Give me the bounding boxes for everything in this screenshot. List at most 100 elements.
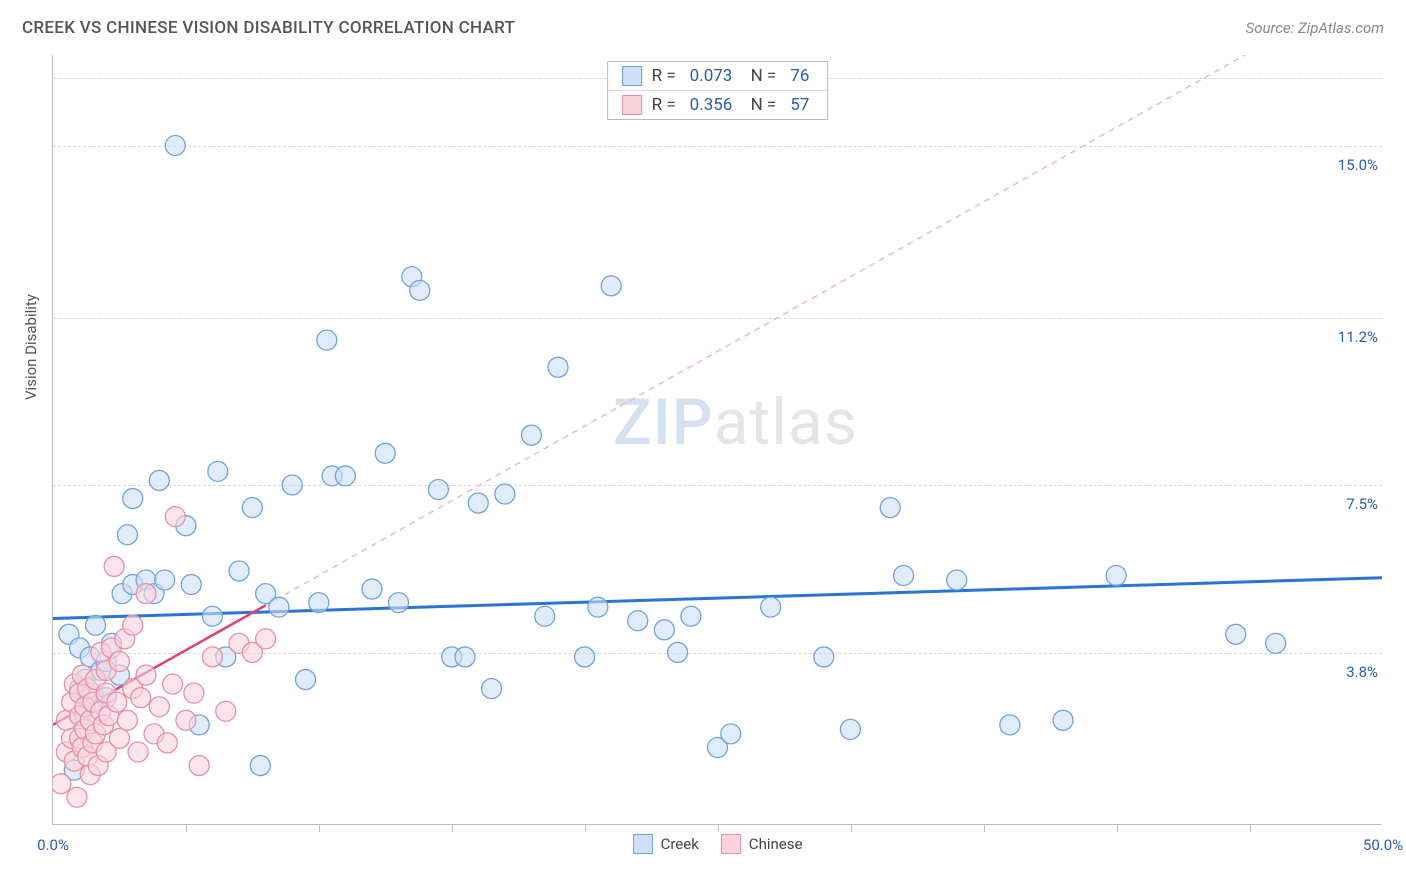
data-point — [495, 484, 515, 504]
data-point — [375, 443, 395, 463]
data-point — [250, 756, 270, 776]
data-point — [208, 461, 228, 481]
data-point — [761, 597, 781, 617]
data-point — [1106, 565, 1126, 585]
data-point — [242, 498, 262, 518]
data-point — [296, 670, 316, 690]
data-point — [109, 728, 129, 748]
data-point — [163, 674, 183, 694]
data-point — [1266, 633, 1286, 653]
data-point — [894, 565, 914, 585]
data-point — [428, 479, 448, 499]
data-point — [104, 556, 124, 576]
correlation-row-chinese: R = 0.356 N = 57 — [608, 90, 828, 119]
swatch-icon — [622, 66, 642, 86]
data-point — [67, 787, 87, 807]
r-value-creek: 0.073 — [686, 66, 737, 86]
data-point — [814, 647, 834, 667]
x-tick-label: 0.0% — [37, 836, 69, 854]
x-tick — [452, 824, 453, 832]
x-tick — [851, 824, 852, 832]
data-point — [601, 276, 621, 296]
x-tick — [1117, 824, 1118, 832]
data-point — [521, 425, 541, 445]
data-point — [535, 606, 555, 626]
data-point — [668, 642, 688, 662]
x-tick — [1250, 824, 1251, 832]
data-point — [155, 570, 175, 590]
y-tick-label: 7.5% — [1346, 495, 1384, 513]
scatter-svg-layer — [53, 55, 1382, 824]
x-tick — [718, 824, 719, 832]
data-point — [128, 742, 148, 762]
data-point — [53, 774, 71, 794]
data-point — [256, 629, 276, 649]
data-point — [149, 470, 169, 490]
bottom-series-legend: Creek Chinese — [633, 834, 803, 854]
n-value-creek: 76 — [786, 66, 813, 86]
data-point — [189, 756, 209, 776]
data-point — [282, 475, 302, 495]
data-point — [157, 733, 177, 753]
data-point — [389, 593, 409, 613]
data-point — [269, 597, 289, 617]
data-point — [109, 651, 129, 671]
data-point — [575, 647, 595, 667]
swatch-icon — [721, 834, 741, 854]
r-value-chinese: 0.356 — [686, 95, 737, 115]
data-point — [216, 701, 236, 721]
data-point — [136, 584, 156, 604]
data-point — [548, 357, 568, 377]
data-point — [123, 615, 143, 635]
data-point — [1053, 710, 1073, 730]
x-tick-label: 50.0% — [1363, 836, 1403, 854]
data-point — [165, 136, 185, 156]
data-point — [202, 606, 222, 626]
legend-item-chinese: Chinese — [721, 834, 803, 854]
y-tick-label: 15.0% — [1338, 156, 1384, 174]
data-point — [136, 665, 156, 685]
data-point — [309, 593, 329, 613]
data-point — [181, 575, 201, 595]
data-point — [107, 692, 127, 712]
data-point — [840, 719, 860, 739]
data-point — [654, 620, 674, 640]
data-point — [468, 493, 488, 513]
correlation-row-creek: R = 0.073 N = 76 — [608, 62, 828, 90]
data-point — [362, 579, 382, 599]
x-tick — [585, 824, 586, 832]
legend-label: Chinese — [749, 835, 803, 853]
swatch-icon — [633, 834, 653, 854]
data-point — [410, 280, 430, 300]
data-point — [1226, 624, 1246, 644]
data-point — [947, 570, 967, 590]
chart-header: CREEK VS CHINESE VISION DISABILITY CORRE… — [22, 18, 1384, 38]
data-point — [721, 724, 741, 744]
y-axis-label: Vision Disability — [22, 294, 40, 400]
data-point — [165, 507, 185, 527]
data-point — [123, 489, 143, 509]
data-point — [628, 611, 648, 631]
data-point — [317, 330, 337, 350]
chart-source: Source: ZipAtlas.com — [1246, 19, 1384, 37]
legend-item-creek: Creek — [633, 834, 699, 854]
data-point — [455, 647, 475, 667]
data-point — [482, 679, 502, 699]
data-point — [176, 710, 196, 730]
data-point — [117, 525, 137, 545]
n-value-chinese: 57 — [786, 95, 813, 115]
data-point — [184, 683, 204, 703]
data-point — [880, 498, 900, 518]
legend-label: Creek — [661, 835, 699, 853]
x-tick — [319, 824, 320, 832]
data-point — [131, 688, 151, 708]
data-point — [1000, 715, 1020, 735]
data-point — [202, 647, 222, 667]
y-tick-label: 3.8% — [1346, 663, 1384, 681]
x-tick — [984, 824, 985, 832]
data-point — [117, 710, 137, 730]
data-point — [335, 466, 355, 486]
y-tick-label: 11.2% — [1338, 328, 1384, 346]
correlation-legend-box: R = 0.073 N = 76 R = 0.356 N = 57 — [607, 61, 829, 120]
chart-title: CREEK VS CHINESE VISION DISABILITY CORRE… — [22, 18, 515, 38]
